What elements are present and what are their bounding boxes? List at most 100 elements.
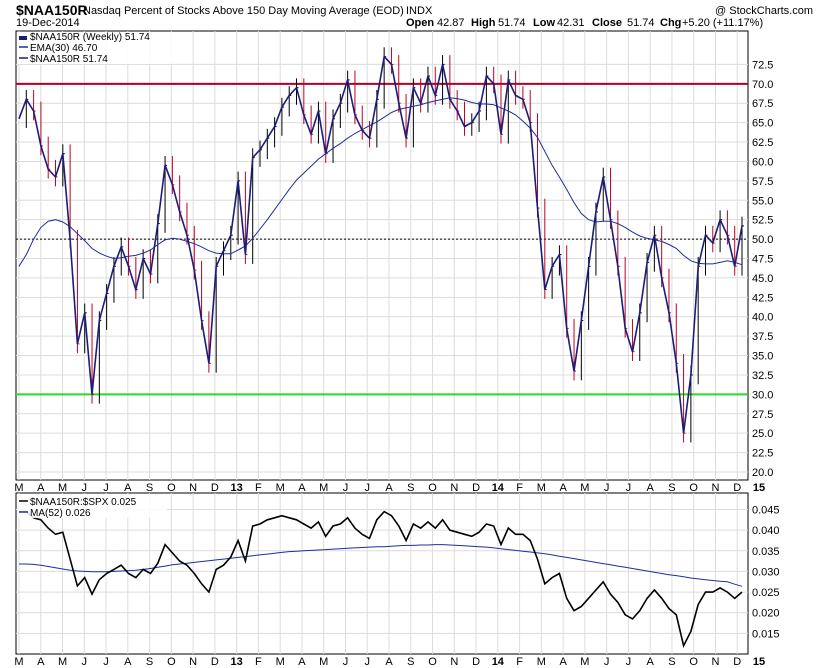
upper-x-tick-9: D bbox=[211, 482, 219, 494]
lower-x-tick-30: S bbox=[668, 656, 675, 668]
lower-x-tick-10: 13 bbox=[231, 656, 243, 668]
upper-x-tick-29: A bbox=[647, 482, 655, 494]
lower-x-tick-23: F bbox=[516, 656, 523, 668]
upper-x-tick-31: O bbox=[689, 482, 698, 494]
upper-y-tick-3: 27.5 bbox=[752, 409, 773, 421]
upper-x-tick-11: F bbox=[255, 482, 262, 494]
high-value: 51.74 bbox=[498, 17, 526, 29]
upper-y-tick-4: 30.0 bbox=[752, 389, 773, 401]
upper-legend: $NAA150R (Weekly) 51.74 EMA(30) 46.70 $N… bbox=[17, 32, 172, 65]
lower-x-axis: M A M J J A S O N D 13 F M A M J J A S O N D 14 F M A M J J A S O N D 15 bbox=[14, 656, 765, 668]
lower-y-tick-5: 0.040 bbox=[752, 525, 780, 537]
lower-x-tick-33: D bbox=[733, 656, 741, 668]
upper-y-tick-12: 50.0 bbox=[752, 234, 773, 246]
upper-x-tick-17: A bbox=[385, 482, 393, 494]
upper-y-tick-18: 65.0 bbox=[752, 118, 773, 130]
lower-y-tick-6: 0.045 bbox=[752, 505, 780, 517]
lower-x-tick-6: S bbox=[146, 656, 153, 668]
lower-x-tick-12: M bbox=[276, 656, 285, 668]
upper-y-tick-7: 37.5 bbox=[752, 331, 773, 343]
close-label: Close bbox=[592, 17, 622, 29]
upper-x-tick-24: M bbox=[537, 482, 546, 494]
upper-y-tick-6: 35.0 bbox=[752, 351, 773, 363]
lower-x-tick-28: J bbox=[626, 656, 632, 668]
lower-x-tick-3: J bbox=[82, 656, 88, 668]
upper-x-tick-5: A bbox=[124, 482, 132, 494]
lower-x-tick-32: N bbox=[711, 656, 719, 668]
lower-y-tick-3: 0.030 bbox=[752, 566, 780, 578]
upper-x-tick-6: S bbox=[146, 482, 153, 494]
lower-x-tick-8: N bbox=[189, 656, 197, 668]
lower-y-tick-4: 0.035 bbox=[752, 546, 780, 558]
upper-y-tick-19: 67.5 bbox=[752, 98, 773, 110]
upper-x-tick-8: N bbox=[189, 482, 197, 494]
lower-x-tick-4: J bbox=[103, 656, 109, 668]
lower-x-tick-31: O bbox=[689, 656, 698, 668]
change-label: Chg bbox=[660, 17, 681, 29]
lower-x-tick-25: A bbox=[559, 656, 567, 668]
upper-y-tick-16: 60.0 bbox=[752, 156, 773, 168]
upper-x-tick-14: M bbox=[319, 482, 328, 494]
upper-y-tick-11: 47.5 bbox=[752, 254, 773, 266]
lower-x-tick-7: O bbox=[167, 656, 176, 668]
legend-ema: EMA(30) 46.70 bbox=[30, 43, 98, 54]
lower-x-tick-18: S bbox=[407, 656, 414, 668]
lower-plot-area bbox=[15, 492, 749, 655]
upper-x-tick-3: J bbox=[82, 482, 88, 494]
upper-x-tick-34: 15 bbox=[753, 482, 765, 494]
upper-y-tick-1: 22.5 bbox=[752, 448, 773, 460]
upper-x-tick-16: J bbox=[364, 482, 370, 494]
lower-x-tick-11: F bbox=[255, 656, 262, 668]
low-label: Low bbox=[533, 17, 555, 29]
upper-y-tick-17: 62.5 bbox=[752, 137, 773, 149]
upper-x-tick-7: O bbox=[167, 482, 176, 494]
open-label: Open bbox=[406, 17, 434, 29]
copyright-label: @ StockCharts.com bbox=[715, 5, 813, 17]
lower-x-tick-5: A bbox=[124, 656, 132, 668]
lower-x-tick-21: D bbox=[472, 656, 480, 668]
lower-x-tick-17: A bbox=[385, 656, 393, 668]
upper-x-tick-1: A bbox=[37, 482, 45, 494]
legend-swatch-price bbox=[19, 36, 27, 40]
lower-x-tick-15: J bbox=[343, 656, 349, 668]
upper-x-tick-27: J bbox=[604, 482, 610, 494]
lower-x-tick-14: M bbox=[319, 656, 328, 668]
change-value: +5.20 (+11.17%) bbox=[682, 17, 763, 29]
upper-y-tick-9: 42.5 bbox=[752, 292, 773, 304]
lower-x-tick-34: 15 bbox=[753, 656, 765, 668]
ratio-line bbox=[19, 510, 743, 649]
upper-y-tick-8: 40.0 bbox=[752, 312, 773, 324]
upper-x-tick-10: 13 bbox=[231, 482, 243, 494]
close-value: 51.74 bbox=[627, 17, 655, 29]
lower-x-tick-16: J bbox=[364, 656, 370, 668]
upper-x-tick-19: O bbox=[428, 482, 437, 494]
chart-header: $NAA150R Nasdaq Percent of Stocks Above … bbox=[16, 2, 813, 29]
ema-line bbox=[18, 97, 743, 267]
lower-x-tick-22: 14 bbox=[492, 656, 505, 668]
legend-price: $NAA150R (Weekly) 51.74 bbox=[30, 32, 150, 43]
upper-x-tick-0: M bbox=[14, 482, 23, 494]
ratio-ma-line bbox=[19, 544, 743, 587]
upper-x-axis: M A M J J A S O N D 13 F M A M J J A S O N D 14 F M A M J J A S O N D 15 bbox=[14, 482, 765, 494]
price-line bbox=[18, 54, 743, 434]
lower-series-lines bbox=[19, 510, 743, 649]
chart-date: 19-Dec-2014 bbox=[16, 17, 80, 29]
high-label: High bbox=[471, 17, 496, 29]
upper-x-tick-20: N bbox=[450, 482, 458, 494]
upper-price-panel: 20.0 22.5 25.0 27.5 30.0 32.5 35.0 37.5 40.0 42.5… bbox=[14, 30, 773, 494]
legend-ratio: $NAA150R:$SPX 0.025 bbox=[30, 497, 137, 508]
upper-y-tick-21: 72.5 bbox=[752, 59, 773, 71]
legend-ratio-ma: MA(52) 0.026 bbox=[30, 508, 91, 519]
lower-legend: $NAA150R:$SPX 0.025 MA(52) 0.026 bbox=[17, 494, 167, 519]
lower-ratio-panel: 0.015 0.020 0.025 0.030 0.035 0.040 0.045 M A M J… bbox=[14, 492, 780, 668]
exchange-label: INDX bbox=[406, 5, 433, 17]
lower-x-tick-20: N bbox=[450, 656, 458, 668]
low-value: 42.31 bbox=[557, 17, 585, 29]
upper-x-tick-2: M bbox=[58, 482, 67, 494]
lower-x-tick-9: D bbox=[211, 656, 219, 668]
upper-x-tick-15: J bbox=[343, 482, 349, 494]
upper-x-tick-22: 14 bbox=[492, 482, 505, 494]
upper-x-tick-25: A bbox=[559, 482, 567, 494]
lower-y-tick-1: 0.020 bbox=[752, 608, 780, 620]
